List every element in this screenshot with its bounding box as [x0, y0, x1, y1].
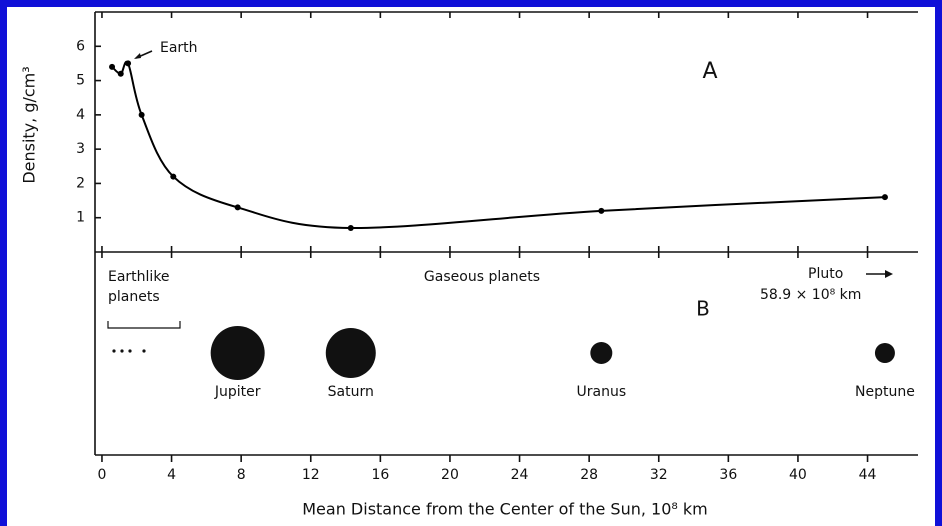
- x-tick-label: 28: [580, 467, 598, 483]
- x-tick-label: 24: [511, 467, 529, 483]
- data-point: [117, 70, 124, 77]
- y-tick-label: 5: [76, 73, 85, 89]
- canvas: [7, 7, 935, 526]
- planet-label: Saturn: [328, 384, 374, 400]
- x-tick-label: 16: [371, 467, 389, 483]
- x-tick-label: 36: [719, 467, 737, 483]
- y-tick-label: 6: [76, 38, 85, 54]
- x-tick-label: 40: [789, 467, 807, 483]
- annotation: Earthlike: [108, 269, 170, 285]
- data-point: [109, 63, 116, 70]
- dot: [128, 349, 132, 353]
- earthlike-dots: [112, 349, 146, 353]
- bracket: [107, 321, 181, 329]
- y-axis-label: Density, g/cm³: [20, 66, 39, 183]
- planet: [590, 342, 613, 364]
- y-tick-label: 4: [76, 107, 85, 123]
- planet-label: Uranus: [577, 384, 627, 400]
- planet-label: Neptune: [855, 384, 915, 400]
- annotation: Pluto: [808, 266, 843, 282]
- data-point: [881, 194, 888, 201]
- annotation: Earth: [160, 40, 198, 56]
- data-point: [125, 60, 132, 67]
- arrowhead: [134, 53, 141, 59]
- data-point: [170, 173, 177, 180]
- annotation: 58.9 × 10⁸ km: [760, 287, 861, 303]
- panel-label: A: [702, 59, 717, 84]
- x-tick-label: 20: [441, 467, 459, 483]
- y-tick-label: 1: [76, 210, 85, 226]
- x-axis-label: Mean Distance from the Center of the Sun…: [302, 500, 708, 519]
- dot: [120, 349, 124, 353]
- x-tick-label: 12: [302, 467, 320, 483]
- annotation: Gaseous planets: [424, 269, 540, 285]
- data-point: [234, 204, 241, 211]
- data-point: [138, 111, 145, 118]
- planet: [874, 343, 895, 363]
- dot: [112, 349, 116, 353]
- x-tick-label: 32: [650, 467, 668, 483]
- annotation: planets: [108, 289, 160, 305]
- dot: [142, 349, 146, 353]
- planet: [325, 328, 376, 378]
- data-point: [598, 207, 605, 214]
- x-tick-label: 4: [167, 467, 176, 483]
- panel-label: B: [696, 297, 710, 321]
- x-tick-label: 0: [97, 467, 106, 483]
- data-point: [347, 225, 354, 231]
- y-tick-label: 2: [76, 175, 85, 191]
- y-tick-label: 3: [76, 141, 85, 157]
- x-tick-label: 44: [859, 467, 877, 483]
- x-tick-label: 8: [237, 467, 246, 483]
- planet-label: Jupiter: [214, 384, 261, 400]
- planet: [210, 326, 265, 380]
- arrowhead: [885, 270, 893, 278]
